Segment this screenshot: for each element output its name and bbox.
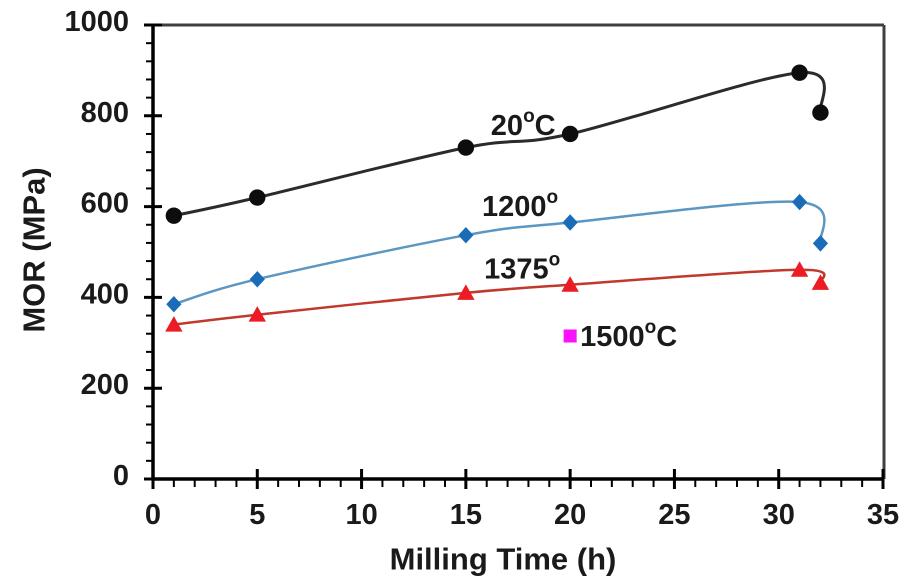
data-point-1375: [790, 261, 809, 277]
data-point-20C: [249, 189, 266, 206]
data-point-1200: [812, 235, 829, 252]
axes: [151, 25, 884, 481]
plot-frame: [153, 23, 886, 479]
x-tick-label: 15: [450, 499, 482, 531]
data-point-1200: [791, 193, 808, 211]
y-tick-label: 400: [81, 278, 129, 310]
x-tick-label: 0: [145, 499, 161, 531]
data-point-1375: [457, 284, 475, 300]
data-point-20C: [457, 139, 475, 156]
series-20C: 20oC: [165, 64, 829, 224]
data-point-1375: [561, 276, 579, 292]
x-tick-label: 5: [249, 499, 265, 531]
y-tick-label: 200: [81, 369, 129, 401]
data-point-1375: [165, 316, 183, 332]
data-point-1375: [248, 306, 266, 322]
x-tick-label: 30: [763, 499, 795, 531]
x-tick-label: 20: [554, 499, 586, 531]
data-point-1200: [166, 296, 182, 313]
y-tick-label: 600: [81, 188, 129, 220]
x-axis-title: Milling Time (h): [390, 542, 617, 577]
series-label: 20oC: [491, 105, 556, 141]
data-point-20C: [791, 64, 808, 81]
y-tick-label: 0: [113, 460, 129, 492]
y-axis-title: MOR (MPa): [17, 167, 52, 332]
x-tick-label: 35: [867, 499, 899, 531]
data-point-20C: [561, 125, 579, 143]
series-label: 1500oC: [580, 316, 677, 353]
data-point-1200: [562, 214, 578, 231]
x-tick-label: 25: [658, 499, 690, 531]
y-tick-label: 1000: [64, 6, 129, 38]
point-1500C: 1500oC: [563, 316, 677, 353]
data-point-1500C: [563, 329, 577, 343]
data-point-20C: [165, 207, 183, 224]
data-point-1200: [458, 227, 474, 244]
y-tick-label: 800: [81, 97, 129, 129]
data-point-1375: [811, 274, 830, 290]
data-point-20C: [812, 104, 829, 121]
tick-labels: 0 5 10 15 20 25 30 35 0 200 400 600 800 1000: [64, 6, 899, 531]
series-1200: 1200o: [166, 187, 829, 313]
series-1375: 1375o: [165, 249, 830, 332]
data-point-1200: [249, 271, 265, 288]
series-label: 1375o: [484, 249, 560, 286]
series-label: 1200o: [482, 187, 558, 224]
x-tick-label: 10: [345, 499, 377, 531]
